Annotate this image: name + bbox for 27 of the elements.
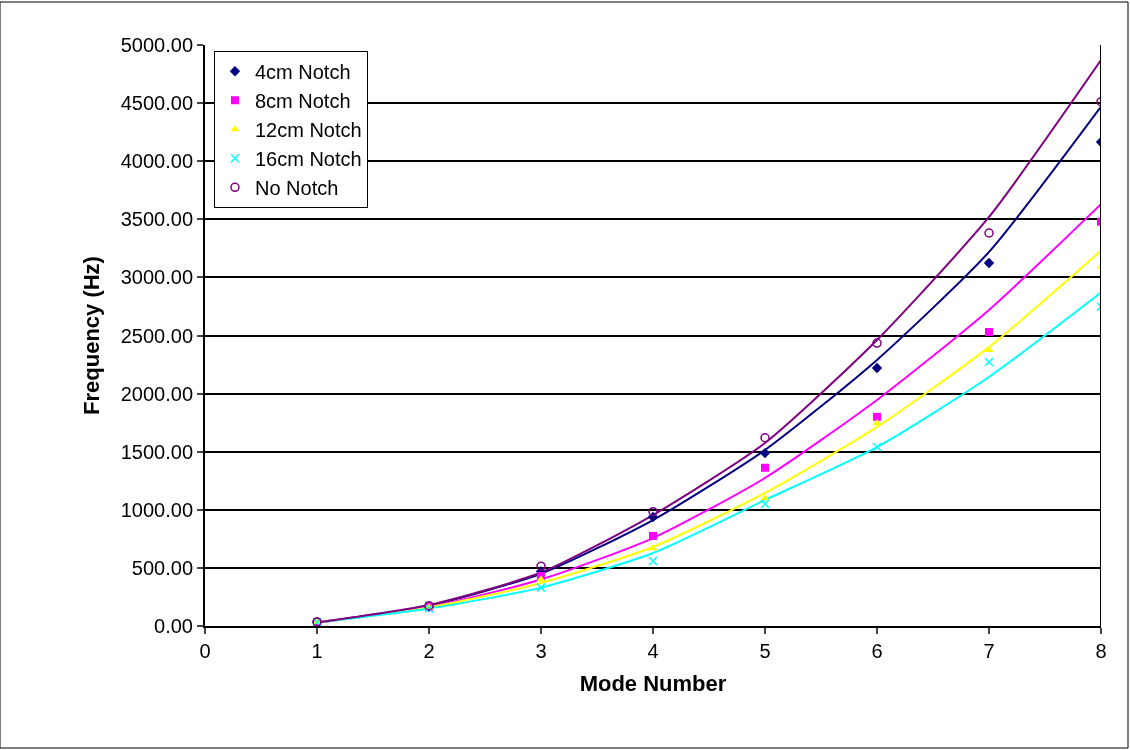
legend-label: 4cm Notch <box>254 61 351 84</box>
x-tick-label: 3 <box>535 640 547 662</box>
legend-label: 8cm Notch <box>254 90 351 113</box>
y-tick-label: 4000.00 <box>120 150 193 173</box>
y-tick-label: 0.00 <box>154 615 193 637</box>
y-tick-label: 1500.00 <box>120 440 193 463</box>
legend-label: 12cm Notch <box>254 119 362 142</box>
x-tick-label: 4 <box>647 640 659 662</box>
x-tick-label: 7 <box>983 640 995 662</box>
y-tick-label: 5000.00 <box>120 34 193 56</box>
y-tick-label: 500.00 <box>131 556 193 579</box>
legend-label: No Notch <box>254 177 339 200</box>
y-axis-title: Frequency (Hz) <box>79 256 104 415</box>
x-tick-label: 8 <box>1095 640 1107 662</box>
y-tick-label: 3000.00 <box>120 266 193 289</box>
y-tick-label: 2000.00 <box>120 382 193 405</box>
y-tick-label: 4500.00 <box>120 92 193 115</box>
x-tick-label: 1 <box>311 640 323 662</box>
y-tick-label: 3500.00 <box>120 208 193 231</box>
y-tick-label: 1000.00 <box>120 498 193 521</box>
x-tick-label: 0 <box>199 640 211 662</box>
x-axis-title: Mode Number <box>579 671 727 697</box>
y-tick-label: 2500.00 <box>120 324 193 347</box>
legend-label: 16cm Notch <box>254 148 362 171</box>
x-tick-label: 2 <box>423 640 435 662</box>
x-tick-label: 6 <box>871 640 883 662</box>
x-tick-label: 5 <box>759 640 771 662</box>
